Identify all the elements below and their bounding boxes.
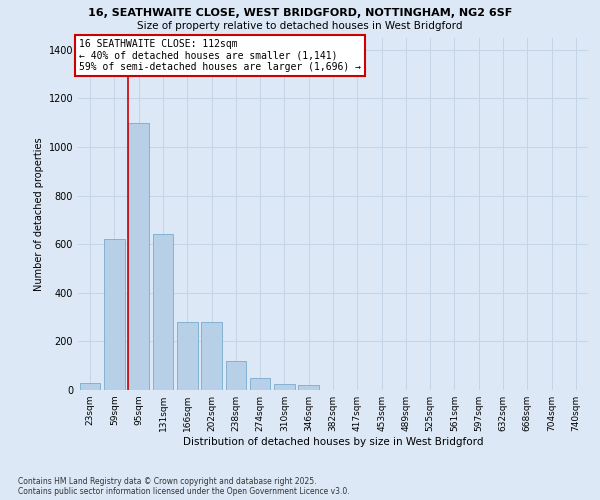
Bar bbox=[128, 122, 149, 390]
Bar bbox=[152, 234, 173, 390]
Bar bbox=[274, 384, 295, 390]
Bar bbox=[177, 322, 197, 390]
Text: Size of property relative to detached houses in West Bridgford: Size of property relative to detached ho… bbox=[137, 21, 463, 31]
Bar bbox=[104, 240, 125, 390]
Bar bbox=[226, 361, 246, 390]
Text: Contains HM Land Registry data © Crown copyright and database right 2025.
Contai: Contains HM Land Registry data © Crown c… bbox=[18, 476, 350, 496]
Text: 16 SEATHWAITE CLOSE: 112sqm
← 40% of detached houses are smaller (1,141)
59% of : 16 SEATHWAITE CLOSE: 112sqm ← 40% of det… bbox=[79, 38, 361, 72]
Bar bbox=[201, 322, 222, 390]
Bar bbox=[80, 382, 100, 390]
Y-axis label: Number of detached properties: Number of detached properties bbox=[34, 137, 44, 290]
Bar bbox=[298, 385, 319, 390]
X-axis label: Distribution of detached houses by size in West Bridgford: Distribution of detached houses by size … bbox=[183, 437, 483, 447]
Bar bbox=[250, 378, 271, 390]
Text: 16, SEATHWAITE CLOSE, WEST BRIDGFORD, NOTTINGHAM, NG2 6SF: 16, SEATHWAITE CLOSE, WEST BRIDGFORD, NO… bbox=[88, 8, 512, 18]
